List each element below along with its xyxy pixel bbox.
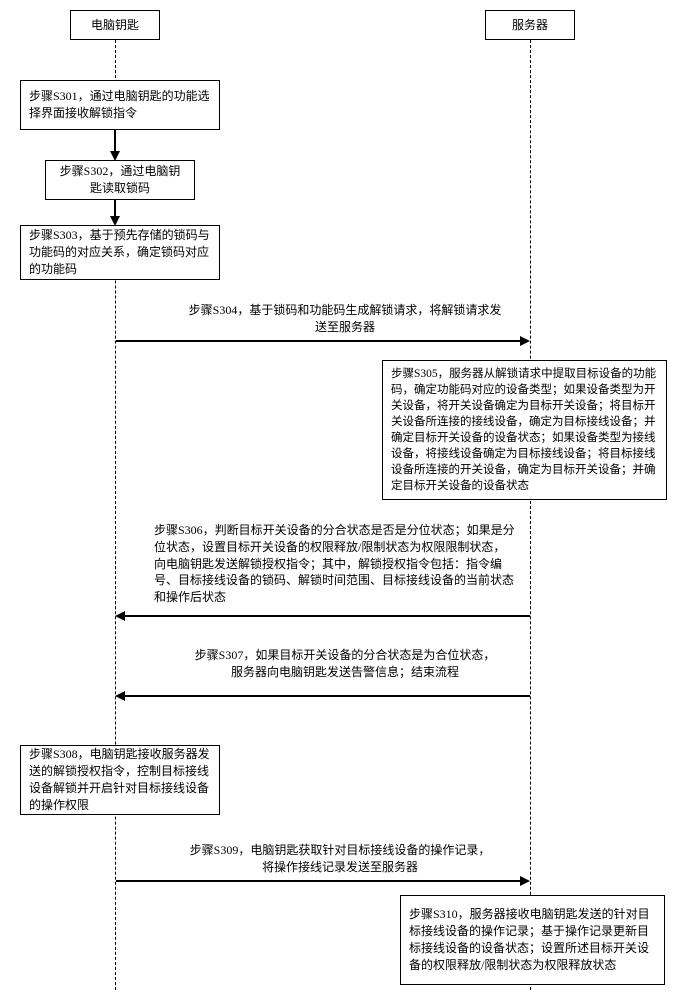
box-s308: 步骤S308，电脑钥匙接收服务器发送的解锁授权指令，控制目标接线设备解锁并开启针… xyxy=(20,745,220,815)
msg-s306-label: 步骤S306，判断目标开关设备的分合状态是否是分位状态；如果是分位状态，设置目标… xyxy=(150,520,520,608)
msg-s307-head xyxy=(115,691,125,701)
msg-s309-text: 步骤S309，电脑钥匙获取针对目标接线设备的操作记录，将操作接线记录发送至服务器 xyxy=(190,843,491,874)
conn-s302-s303-head xyxy=(110,216,120,226)
actor-right-label: 服务器 xyxy=(512,17,548,34)
lifeline-right xyxy=(530,40,531,990)
box-s301: 步骤S301，通过电脑钥匙的功能选择界面接收解锁指令 xyxy=(20,80,220,130)
msg-s309-head xyxy=(520,876,530,886)
msg-s307-line xyxy=(124,695,530,697)
msg-s306-head xyxy=(115,611,125,621)
actor-right: 服务器 xyxy=(485,10,575,40)
msg-s309-line xyxy=(116,880,522,882)
msg-s304-head xyxy=(520,336,530,346)
actor-left: 电脑钥匙 xyxy=(70,10,160,40)
msg-s304-label: 步骤S304，基于锁码和功能码生成解锁请求，将解锁请求发送至服务器 xyxy=(180,300,510,338)
msg-s307-text: 步骤S307，如果目标开关设备的分合状态是为合位状态，服务器向电脑钥匙发送告警信… xyxy=(195,648,496,679)
conn-s301-s302-head xyxy=(110,151,120,161)
box-s302: 步骤S302，通过电脑钥匙读取锁码 xyxy=(45,160,195,200)
box-s305: 步骤S305，服务器从解锁请求中提取目标设备的功能码，确定功能码对应的设备类型；… xyxy=(382,360,667,500)
msg-s304-text: 步骤S304，基于锁码和功能码生成解锁请求，将解锁请求发送至服务器 xyxy=(189,303,502,334)
box-s301-text: 步骤S301，通过电脑钥匙的功能选择界面接收解锁指令 xyxy=(29,88,211,122)
actor-left-label: 电脑钥匙 xyxy=(91,17,139,34)
box-s310: 步骤S310，服务器接收电脑钥匙发送的针对目标接线设备的操作记录；基于操作记录更… xyxy=(400,895,665,985)
box-s302-text: 步骤S302，通过电脑钥匙读取锁码 xyxy=(54,163,186,197)
box-s305-text: 步骤S305，服务器从解锁请求中提取目标设备的功能码，确定功能码对应的设备类型；… xyxy=(391,366,658,495)
box-s303: 步骤S303，基于预先存储的锁码与功能码的对应关系，确定锁码对应的功能码 xyxy=(20,225,220,280)
msg-s306-text: 步骤S306，判断目标开关设备的分合状态是否是分位状态；如果是分位状态，设置目标… xyxy=(154,523,515,604)
msg-s304-line xyxy=(116,340,522,342)
box-s308-text: 步骤S308，电脑钥匙接收服务器发送的解锁授权指令，控制目标接线设备解锁并开启针… xyxy=(29,746,211,813)
box-s303-text: 步骤S303，基于预先存储的锁码与功能码的对应关系，确定锁码对应的功能码 xyxy=(29,227,211,277)
msg-s307-label: 步骤S307，如果目标开关设备的分合状态是为合位状态，服务器向电脑钥匙发送告警信… xyxy=(190,645,500,683)
box-s310-text: 步骤S310，服务器接收电脑钥匙发送的针对目标接线设备的操作记录；基于操作记录更… xyxy=(409,906,656,973)
msg-s309-label: 步骤S309，电脑钥匙获取针对目标接线设备的操作记录，将操作接线记录发送至服务器 xyxy=(180,840,500,878)
msg-s306-line xyxy=(124,615,530,617)
